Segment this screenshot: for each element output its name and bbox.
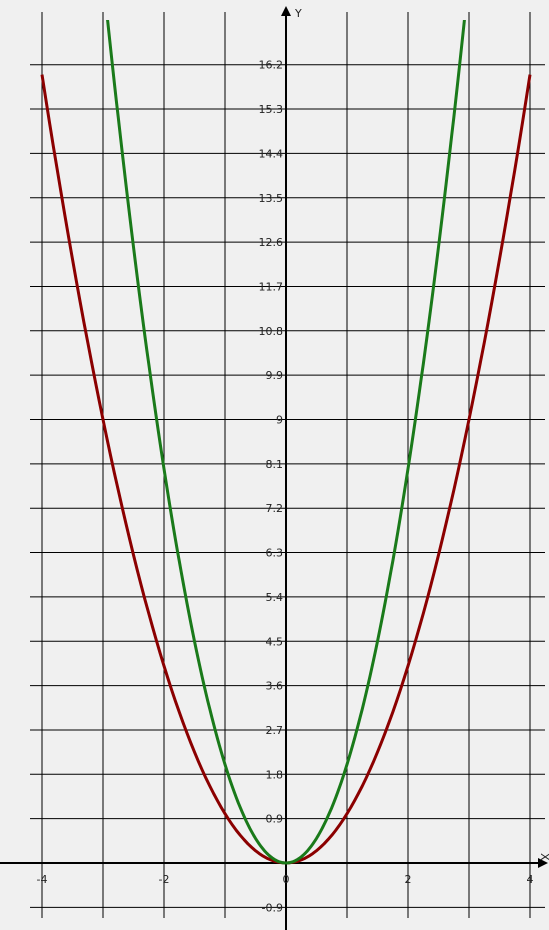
y-tick-label: 7.2 — [266, 502, 284, 515]
grid — [30, 12, 545, 918]
y-tick-label: 15.3 — [259, 103, 284, 116]
y-tick-label: 14.4 — [259, 147, 284, 160]
y-tick-label: 3.6 — [266, 680, 284, 693]
y-tick-label: 2.7 — [266, 724, 284, 737]
y-tick-label: 4.5 — [266, 635, 284, 648]
y-axis-label: Y — [294, 7, 302, 20]
x-tick-label: 4 — [527, 873, 534, 886]
x-tick-label: -2 — [159, 873, 170, 886]
tick-labels: -4 -2 0 2 4 -0.9 0.9 1.8 2.7 3.6 4.5 5.4 6.3 7.2 8.1 9 9… — [37, 59, 534, 915]
y-tick-label: -0.9 — [262, 901, 283, 914]
x-tick-label: 2 — [405, 873, 412, 886]
series-line-2 — [106, 20, 466, 865]
y-axis-arrow — [281, 6, 291, 16]
axes — [0, 6, 548, 930]
x-axis-label: X — [538, 853, 549, 861]
y-tick-label: 6.3 — [266, 547, 284, 560]
y-tick-label: 10.8 — [259, 325, 284, 338]
y-tick-label: 1.8 — [266, 768, 284, 781]
y-tick-label: 13.5 — [259, 192, 284, 205]
y-tick-label: 5.4 — [266, 591, 284, 604]
x-tick-label: -4 — [37, 873, 48, 886]
y-tick-label: 8.1 — [266, 458, 284, 471]
y-tick-label: 16.2 — [259, 59, 284, 72]
y-tick-label: 0.9 — [266, 813, 284, 826]
y-tick-label: 9 — [276, 414, 283, 427]
y-tick-label: 11.7 — [259, 280, 284, 293]
y-tick-label: 12.6 — [259, 236, 284, 249]
x-tick-label: 0 — [283, 873, 290, 886]
x-axis-arrow — [538, 858, 548, 868]
y-tick-label: 9.9 — [266, 369, 284, 382]
series-layer — [40, 20, 532, 865]
